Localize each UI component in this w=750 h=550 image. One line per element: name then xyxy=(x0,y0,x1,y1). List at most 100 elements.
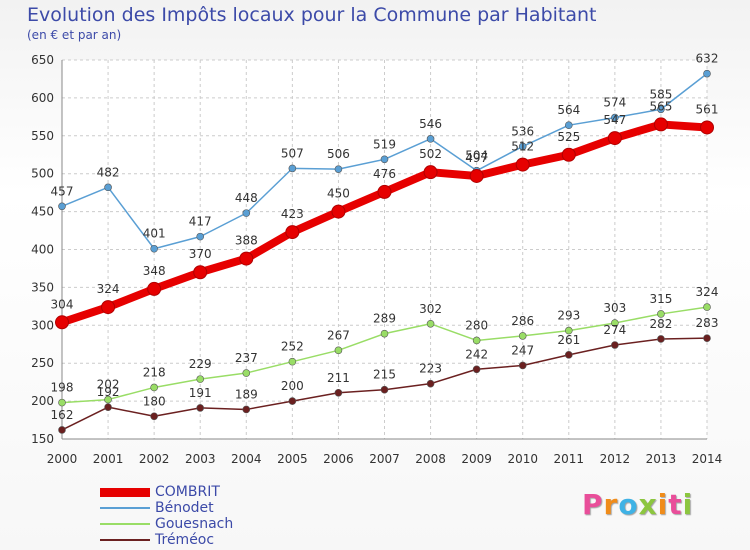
data-point-tremeoc xyxy=(657,335,665,343)
data-point-gouesnach xyxy=(518,332,527,340)
data-point-gouesnach xyxy=(426,319,435,328)
data-point-benodet xyxy=(196,232,205,241)
data-label-combrit: 304 xyxy=(51,297,74,311)
data-point-benodet xyxy=(703,69,711,78)
data-label-gouesnach: 302 xyxy=(419,302,442,316)
data-point-combrit xyxy=(653,117,668,132)
data-point-tremeoc xyxy=(288,397,297,405)
data-label-tremeoc: 211 xyxy=(327,371,350,385)
y-tick-label: 500 xyxy=(31,167,54,181)
data-point-tremeoc xyxy=(380,385,389,394)
data-point-combrit xyxy=(423,165,438,180)
data-point-tremeoc xyxy=(703,334,711,342)
y-tick-label: 150 xyxy=(31,432,54,446)
data-label-benodet: 564 xyxy=(557,103,580,117)
data-label-combrit: 525 xyxy=(557,130,580,144)
data-point-combrit xyxy=(193,265,208,280)
data-point-combrit xyxy=(331,204,346,219)
data-point-gouesnach xyxy=(334,346,343,355)
data-point-combrit xyxy=(285,225,300,240)
data-label-tremeoc: 247 xyxy=(511,343,534,357)
x-tick-label: 2012 xyxy=(600,452,631,466)
x-tick-label: 2013 xyxy=(646,452,677,466)
data-label-gouesnach: 293 xyxy=(557,309,580,323)
data-label-combrit: 512 xyxy=(511,140,534,154)
data-point-tremeoc xyxy=(242,405,251,414)
data-point-benodet xyxy=(518,142,527,151)
data-label-gouesnach: 267 xyxy=(327,328,350,342)
y-tick-label: 600 xyxy=(31,91,54,105)
legend-entry-tremeoc: Tréméoc xyxy=(100,532,233,548)
data-label-combrit: 565 xyxy=(649,99,672,113)
logo-letter: P xyxy=(582,488,604,521)
x-tick-label: 2001 xyxy=(93,452,124,466)
data-point-benodet xyxy=(104,183,112,192)
x-tick-label: 2000 xyxy=(47,452,78,466)
data-label-benodet: 482 xyxy=(97,165,120,179)
data-label-benodet: 401 xyxy=(143,227,166,241)
data-point-benodet xyxy=(334,165,343,173)
data-label-tremeoc: 242 xyxy=(465,347,488,361)
legend-swatch xyxy=(100,539,150,541)
data-label-combrit: 324 xyxy=(97,282,120,296)
data-point-combrit xyxy=(55,315,69,330)
logo-letter: i xyxy=(682,488,694,521)
legend-label: Tréméoc xyxy=(155,532,215,548)
data-label-combrit: 423 xyxy=(281,207,304,221)
data-point-benodet xyxy=(426,135,435,143)
data-label-tremeoc: 274 xyxy=(603,323,626,337)
data-label-tremeoc: 261 xyxy=(557,333,580,347)
data-point-combrit xyxy=(607,131,622,146)
legend-entry-benodet: Bénodet xyxy=(100,500,233,516)
data-point-tremeoc xyxy=(611,341,619,349)
data-label-combrit: 561 xyxy=(696,102,719,116)
data-point-tremeoc xyxy=(518,361,527,370)
data-label-benodet: 506 xyxy=(327,147,350,161)
data-label-benodet: 519 xyxy=(373,137,396,151)
data-point-tremeoc xyxy=(196,404,205,412)
data-label-tremeoc: 192 xyxy=(97,385,120,399)
logo-letter: r xyxy=(603,488,619,521)
legend-swatch xyxy=(100,523,150,525)
data-label-benodet: 536 xyxy=(511,124,534,138)
data-point-combrit xyxy=(469,168,484,183)
data-point-benodet xyxy=(380,155,389,164)
logo-letter: t xyxy=(668,488,683,521)
data-point-gouesnach xyxy=(380,329,389,338)
data-label-combrit: 502 xyxy=(419,147,442,161)
data-label-benodet: 504 xyxy=(465,149,488,163)
data-label-combrit: 450 xyxy=(327,187,350,201)
legend-entry-combrit: COMBRIT xyxy=(100,484,233,500)
data-label-tremeoc: 191 xyxy=(189,386,212,400)
data-point-benodet xyxy=(657,105,665,114)
data-point-combrit xyxy=(101,300,116,315)
data-label-benodet: 417 xyxy=(189,215,212,229)
y-tick-label: 450 xyxy=(31,205,54,219)
y-tick-label: 350 xyxy=(31,280,54,294)
x-tick-label: 2005 xyxy=(277,452,308,466)
data-point-gouesnach xyxy=(703,303,711,311)
data-label-combrit: 497 xyxy=(465,151,488,165)
data-point-combrit xyxy=(515,157,530,172)
data-point-benodet xyxy=(288,164,297,173)
data-label-tremeoc: 215 xyxy=(373,368,396,382)
x-tick-label: 2003 xyxy=(185,452,216,466)
data-label-combrit: 370 xyxy=(189,247,212,261)
data-point-tremeoc xyxy=(104,403,112,411)
data-point-tremeoc xyxy=(58,426,66,434)
legend-swatch xyxy=(100,487,150,497)
data-point-benodet xyxy=(242,209,251,217)
data-label-tremeoc: 282 xyxy=(649,317,672,331)
y-tick-label: 200 xyxy=(31,394,54,408)
data-label-benodet: 546 xyxy=(419,117,442,131)
data-label-combrit: 476 xyxy=(373,167,396,181)
data-point-combrit xyxy=(147,281,162,296)
y-tick-label: 300 xyxy=(31,318,54,332)
data-point-gouesnach xyxy=(657,310,665,318)
data-point-combrit xyxy=(561,147,576,162)
data-point-tremeoc xyxy=(334,388,343,397)
data-label-gouesnach: 218 xyxy=(143,365,166,379)
data-point-tremeoc xyxy=(472,365,481,374)
data-point-tremeoc xyxy=(564,351,573,359)
